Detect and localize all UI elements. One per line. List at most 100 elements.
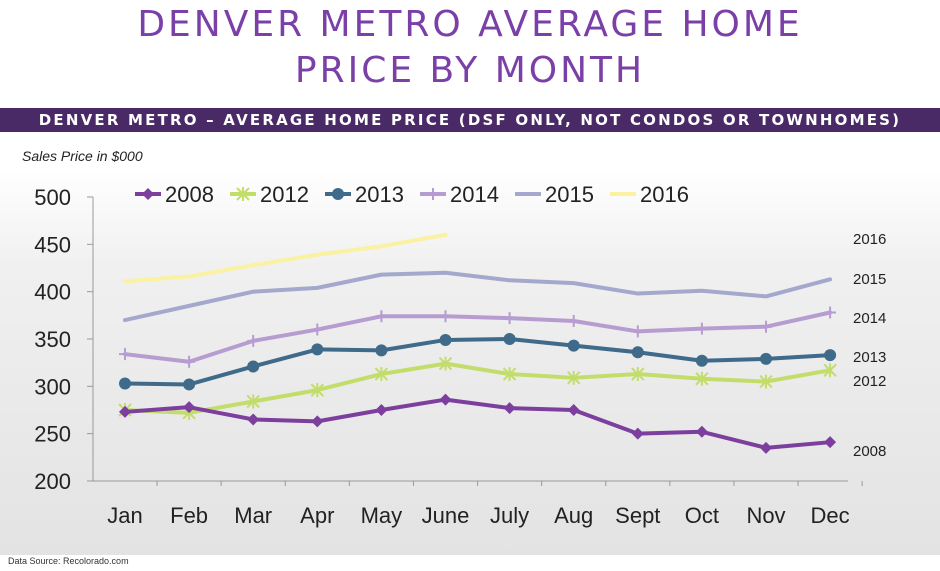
legend-label: 2014	[450, 182, 499, 207]
legend-label: 2012	[260, 182, 309, 207]
data-point	[823, 363, 837, 378]
x-tick-label: Dec	[811, 503, 850, 528]
series-line-2013	[123, 337, 833, 387]
data-point	[375, 344, 388, 357]
data-point	[760, 352, 772, 365]
data-point	[310, 383, 325, 398]
series-2016	[123, 232, 448, 284]
data-point	[503, 312, 516, 325]
data-point	[375, 310, 388, 323]
legend-item-2016: 2016	[610, 182, 689, 207]
data-point	[374, 367, 389, 382]
x-tick-label: Oct	[685, 503, 719, 528]
data-point	[311, 343, 324, 356]
y-tick-label: 300	[34, 374, 71, 399]
series-end-label: 2013	[853, 349, 886, 366]
data-point	[695, 322, 708, 335]
x-tick-label: Aug	[554, 503, 593, 528]
y-tick-label: 200	[34, 469, 71, 494]
series-2015	[123, 270, 833, 323]
data-point	[759, 374, 773, 389]
data-point	[438, 356, 453, 371]
data-point	[824, 436, 837, 449]
data-point	[439, 393, 452, 406]
data-point	[503, 333, 516, 345]
legend-item-2008: 2008	[135, 182, 214, 207]
legend-item-2015: 2015	[515, 182, 594, 207]
legend-item-2012: 2012	[230, 182, 309, 207]
series-end-label: 2008	[853, 443, 886, 460]
legend-label: 2008	[165, 182, 214, 207]
chart-subtitle-banner: DENVER METRO – AVERAGE HOME PRICE (DSF O…	[0, 108, 940, 132]
series-end-label: 2016	[853, 231, 886, 248]
data-point	[246, 394, 260, 409]
legend-item-2014: 2014	[420, 182, 499, 207]
x-tick-label: Nov	[746, 503, 785, 528]
chart-title-line-2: PRICE BY MONTH	[294, 50, 646, 91]
data-point	[695, 371, 709, 386]
series-line-2016	[123, 232, 448, 284]
data-point	[439, 333, 452, 346]
legend-label: 2016	[640, 182, 689, 207]
data-point	[183, 378, 196, 391]
series-line-2008	[123, 397, 833, 450]
data-point	[119, 348, 131, 361]
plot-background	[0, 170, 940, 555]
data-point	[631, 325, 644, 338]
data-point	[183, 401, 196, 414]
data-point	[631, 346, 644, 359]
data-point	[824, 306, 837, 319]
x-tick-label: Jan	[107, 503, 142, 528]
series-line-2012	[123, 361, 833, 415]
data-point	[502, 367, 517, 382]
data-point	[503, 402, 516, 415]
data-point	[824, 349, 837, 362]
series-end-label: 2015	[853, 271, 886, 288]
x-tick-label: Apr	[300, 503, 334, 528]
series-2012	[118, 356, 837, 420]
x-tick-label: Mar	[234, 503, 272, 528]
y-tick-label: 450	[34, 232, 71, 257]
legend-item-2013: 2013	[325, 182, 404, 207]
chart-title: DENVER METRO AVERAGE HOME PRICE BY MONTH	[0, 2, 940, 94]
x-tick-label: Feb	[170, 503, 208, 528]
data-point	[567, 315, 580, 328]
data-point	[439, 310, 452, 323]
data-point	[119, 405, 131, 418]
data-point	[142, 188, 154, 200]
data-point	[631, 427, 644, 440]
data-point	[567, 404, 580, 416]
x-tick-label: June	[422, 503, 470, 528]
data-point	[332, 188, 344, 200]
y-tick-label: 250	[34, 422, 71, 447]
data-point	[631, 367, 645, 382]
data-point	[247, 413, 260, 426]
x-tick-label: July	[490, 503, 529, 528]
data-source: Data Source: Recolorado.com	[8, 556, 129, 566]
series-end-label: 2014	[853, 310, 886, 327]
data-point	[119, 377, 131, 390]
units-label: Sales Price in $000	[22, 148, 143, 164]
series-line-2015	[123, 270, 833, 323]
chart-title-line-1: DENVER METRO AVERAGE HOME	[137, 4, 803, 45]
y-tick-label: 500	[34, 185, 71, 210]
y-tick-label: 350	[34, 327, 71, 352]
x-tick-label: May	[361, 503, 403, 528]
legend-label: 2013	[355, 182, 404, 207]
data-point	[760, 320, 772, 333]
x-tick-label: Sept	[615, 503, 660, 528]
series-2013	[119, 333, 837, 391]
legend-label: 2015	[545, 182, 594, 207]
data-point	[183, 355, 196, 368]
data-point	[760, 441, 772, 454]
data-point	[695, 354, 708, 367]
series-2014	[119, 306, 837, 368]
data-point	[311, 323, 324, 336]
data-point	[236, 187, 250, 201]
data-point	[427, 188, 439, 200]
data-point	[566, 370, 581, 385]
data-point	[247, 334, 260, 347]
series-2008	[119, 393, 837, 454]
data-point	[695, 425, 708, 438]
